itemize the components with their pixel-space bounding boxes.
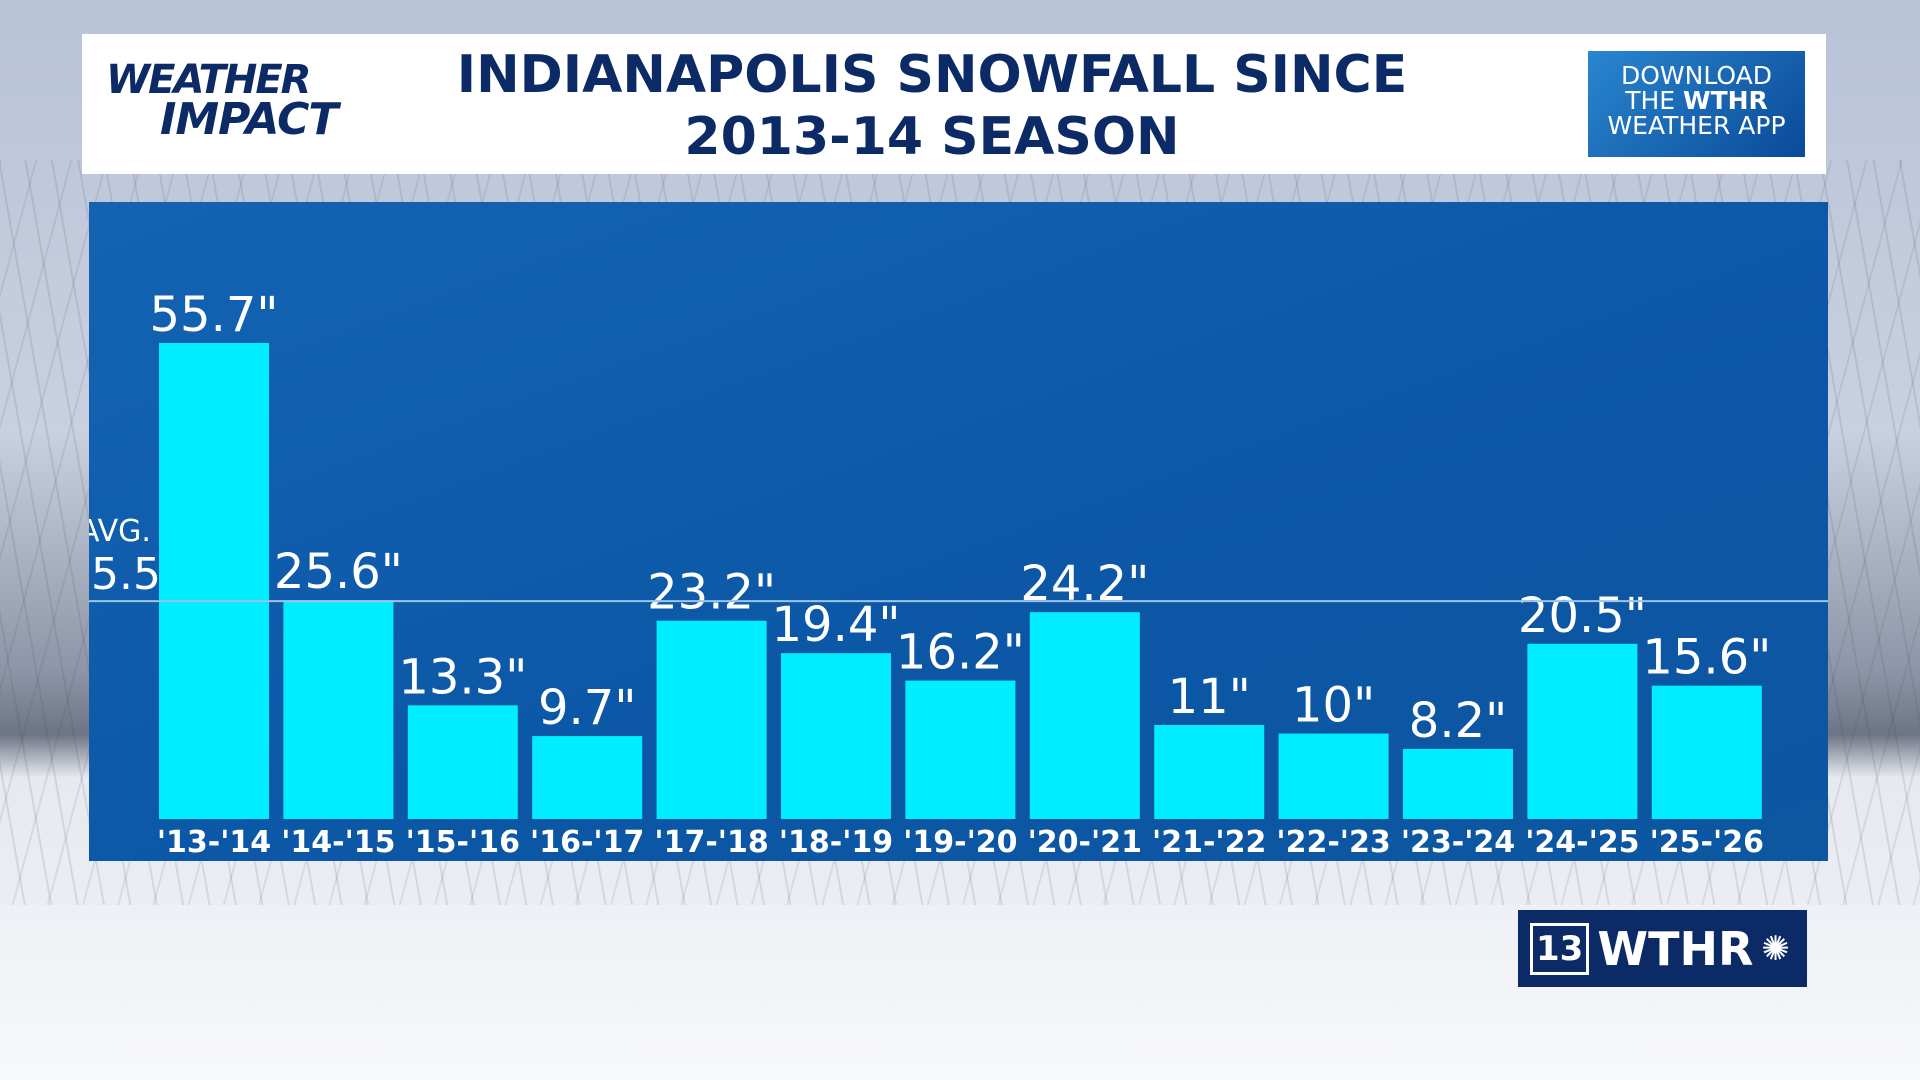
x-tick-label: '22-'23 (1276, 825, 1390, 860)
x-tick-label: '15-'16 (406, 825, 520, 860)
data-label: 15.6" (1642, 630, 1771, 686)
bar (656, 620, 767, 819)
data-label: 11" (1168, 669, 1251, 725)
x-tick-label: '25-'26 (1650, 825, 1764, 860)
bar-chart: AVG.25.5"55.7"'13-'1425.6"'14-'1513.3"'1… (89, 287, 1828, 860)
x-tick-label: '20-'21 (1028, 825, 1142, 860)
avg-label: AVG. (89, 514, 151, 549)
chart-panel: AVG.25.5"55.7"'13-'1425.6"'14-'1513.3"'1… (89, 202, 1828, 861)
x-tick-label: '24-'25 (1525, 825, 1639, 860)
x-tick-label: '13-'14 (157, 825, 271, 860)
data-label: 25.6" (274, 544, 403, 600)
wthr-logo: 13 WTHR ✺ (1518, 910, 1807, 987)
x-tick-label: '21-'22 (1152, 825, 1266, 860)
weather-impact-logo: WEATHER IMPACT (106, 57, 338, 145)
data-label: 24.2" (1020, 556, 1149, 612)
data-label: 19.4" (772, 597, 901, 653)
bar (1029, 612, 1140, 819)
header-banner: WEATHER IMPACT INDIANAPOLIS SNOWFALL SIN… (82, 34, 1826, 174)
x-tick-label: '14-'15 (281, 825, 395, 860)
data-label: 23.2" (647, 565, 776, 621)
x-tick-label: '23-'24 (1401, 825, 1515, 860)
bar (1527, 643, 1638, 819)
data-label: 10" (1292, 678, 1375, 734)
data-label: 13.3" (398, 649, 527, 705)
bar (407, 705, 518, 819)
data-label: 9.7" (538, 680, 636, 736)
data-label: 55.7" (150, 287, 279, 343)
bar (159, 342, 269, 819)
bar (532, 736, 643, 819)
data-label: 20.5" (1518, 588, 1647, 644)
x-tick-label: '19-'20 (903, 825, 1017, 860)
bar (1651, 685, 1762, 819)
bar (1403, 748, 1513, 819)
chart-title: INDIANAPOLIS SNOWFALL SINCE 2013-14 SEAS… (456, 45, 1408, 167)
x-tick-label: '18-'19 (779, 825, 893, 860)
data-label: 8.2" (1409, 693, 1507, 749)
bar (781, 653, 891, 819)
bar (1154, 724, 1265, 819)
x-tick-label: '16-'17 (530, 825, 644, 860)
bar (1278, 733, 1389, 819)
data-label: 16.2" (896, 625, 1025, 681)
bar (283, 600, 394, 819)
nbc-peacock-icon: ✺ (1761, 928, 1790, 969)
download-app-promo: DOWNLOAD THE WTHR WEATHER APP (1588, 51, 1805, 157)
bar (905, 680, 1016, 819)
x-tick-label: '17-'18 (654, 825, 768, 860)
